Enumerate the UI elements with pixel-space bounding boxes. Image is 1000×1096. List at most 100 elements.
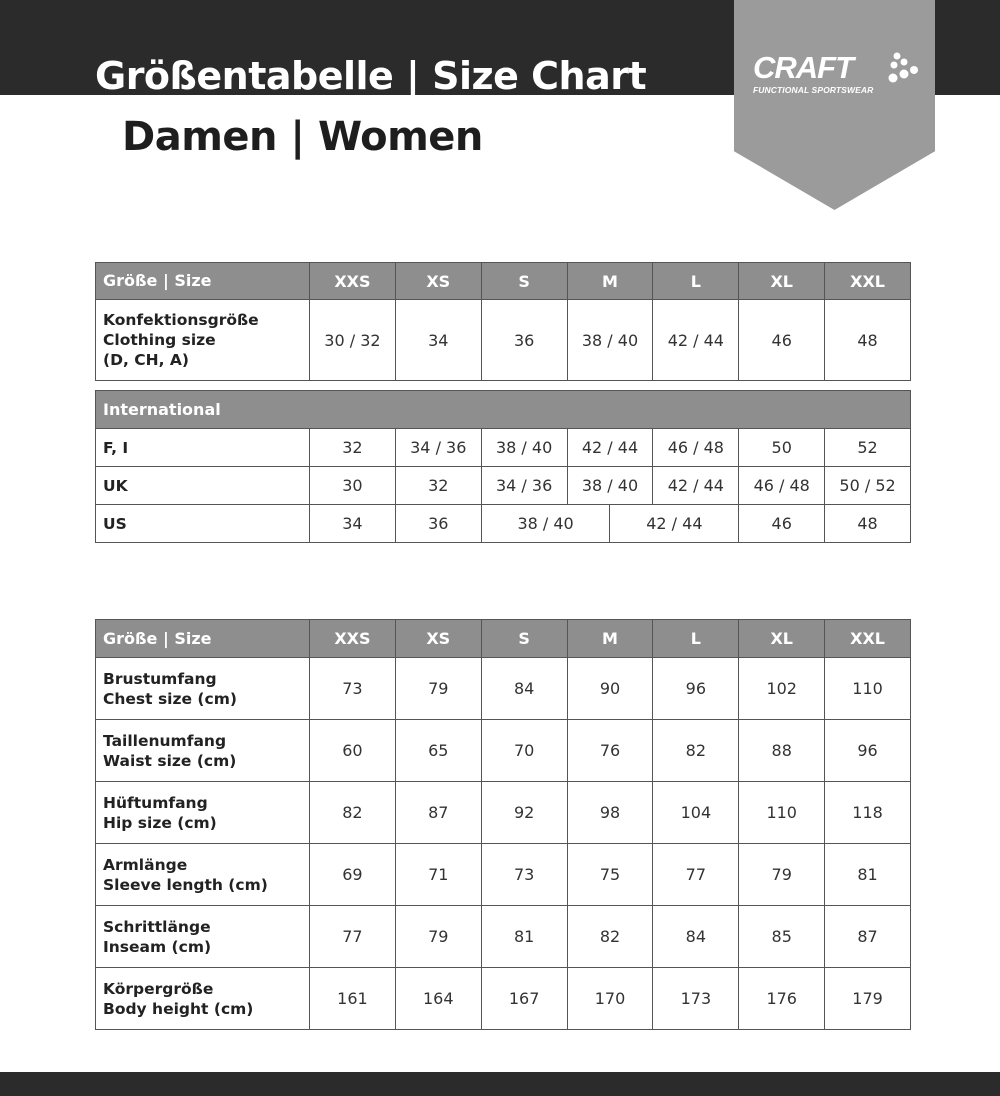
- table-cell: 81: [825, 844, 911, 906]
- footer-bar: [0, 1072, 1000, 1096]
- table-cell: 38 / 40: [481, 505, 611, 543]
- table-cell: 32: [310, 429, 396, 467]
- table-cell: 46: [739, 505, 826, 543]
- table-cell: 110: [825, 658, 911, 720]
- table-cell: 176: [739, 968, 826, 1030]
- table-cell: 79: [395, 906, 482, 968]
- table-cell: 79: [739, 844, 826, 906]
- row-label: US: [96, 505, 310, 543]
- row-label: Konfektionsgröße Clothing size (D, CH, A…: [96, 300, 310, 381]
- table-cell: 73: [481, 844, 568, 906]
- table-cell: 87: [825, 906, 911, 968]
- table-cell: 82: [653, 720, 740, 782]
- table-cell: 70: [481, 720, 568, 782]
- table-cell: 84: [653, 906, 740, 968]
- table-cell: 69: [310, 844, 396, 906]
- table-cell: 110: [739, 782, 826, 844]
- table-cell: 75: [567, 844, 654, 906]
- row-label: Armlänge Sleeve length (cm): [96, 844, 310, 906]
- table-cell: 164: [395, 968, 482, 1030]
- table-cell: 84: [481, 658, 568, 720]
- body-measurements-table: Größe | Size XXS XS S M L XL XXL Brustumfang Che…: [95, 619, 911, 1030]
- table-cell: 77: [310, 906, 396, 968]
- size-header: M: [567, 263, 654, 300]
- table-cell: 42 / 44: [653, 467, 740, 505]
- size-header: XL: [739, 263, 826, 300]
- table-cell: 50 / 52: [825, 467, 911, 505]
- table-cell: 85: [739, 906, 826, 968]
- header-label: Größe | Size: [96, 620, 310, 658]
- table-cell: 82: [567, 906, 654, 968]
- row-label: F, I: [96, 429, 310, 467]
- international-size-table: International F, I 32 34 / 36 38 / 40 42 / 44…: [95, 390, 911, 543]
- size-header: S: [481, 263, 568, 300]
- table-cell: 46 / 48: [739, 467, 826, 505]
- table-cell: 76: [567, 720, 654, 782]
- table-cell: 173: [653, 968, 740, 1030]
- page-title: Größentabelle | Size Chart: [95, 54, 647, 95]
- row-label: UK: [96, 467, 310, 505]
- table-cell: 60: [310, 720, 396, 782]
- size-header: XXS: [310, 620, 396, 658]
- table-cell: 96: [825, 720, 911, 782]
- table-cell: 42 / 44: [653, 300, 740, 381]
- international-header: International: [96, 391, 911, 429]
- size-header: L: [653, 620, 740, 658]
- table-cell: 32: [395, 467, 482, 505]
- size-header: XS: [395, 620, 482, 658]
- logo-tagline: FUNCTIONAL SPORTSWEAR: [753, 85, 874, 95]
- table-cell: 34 / 36: [481, 467, 568, 505]
- table-cell: 88: [739, 720, 826, 782]
- table-cell: 73: [310, 658, 396, 720]
- table-cell: 65: [395, 720, 482, 782]
- clothing-size-table: Größe | Size XXS XS S M L XL XXL Konfektionsgröß…: [95, 262, 911, 381]
- row-label: Schrittlänge Inseam (cm): [96, 906, 310, 968]
- size-header: XXS: [310, 263, 396, 300]
- table-cell: 46: [739, 300, 826, 381]
- table-cell: 42 / 44: [567, 429, 654, 467]
- size-header: M: [567, 620, 654, 658]
- size-header: L: [653, 263, 740, 300]
- row-label: Brustumfang Chest size (cm): [96, 658, 310, 720]
- size-header: XS: [395, 263, 482, 300]
- size-header: XXL: [825, 620, 911, 658]
- table-cell: 34: [310, 505, 396, 543]
- row-label: Hüftumfang Hip size (cm): [96, 782, 310, 844]
- size-header: XL: [739, 620, 826, 658]
- table-cell: 71: [395, 844, 482, 906]
- table-cell: 87: [395, 782, 482, 844]
- row-label: Körpergröße Body height (cm): [96, 968, 310, 1030]
- table-cell: 79: [395, 658, 482, 720]
- table-cell: 38 / 40: [567, 300, 654, 381]
- table-cell: 179: [825, 968, 911, 1030]
- table-cell: 30 / 32: [310, 300, 396, 381]
- table-cell: 38 / 40: [481, 429, 568, 467]
- table-cell: 46 / 48: [653, 429, 740, 467]
- size-header: XXL: [825, 263, 911, 300]
- table-cell: 34 / 36: [395, 429, 482, 467]
- table-cell: 104: [653, 782, 740, 844]
- page-subtitle: Damen | Women: [122, 114, 483, 160]
- table-cell: 102: [739, 658, 826, 720]
- table-cell: 30: [310, 467, 396, 505]
- logo-dots-icon: [888, 52, 918, 83]
- table-cell: 82: [310, 782, 396, 844]
- table-cell: 170: [567, 968, 654, 1030]
- table-cell: 77: [653, 844, 740, 906]
- table-cell: 92: [481, 782, 568, 844]
- logo-brand: CRAFT: [753, 50, 854, 85]
- table-cell: 52: [825, 429, 911, 467]
- table-cell: 167: [481, 968, 568, 1030]
- row-label: Taillenumfang Waist size (cm): [96, 720, 310, 782]
- size-header: S: [481, 620, 568, 658]
- logo-badge: [734, 0, 935, 210]
- table-cell: 34: [395, 300, 482, 381]
- table-cell: 96: [653, 658, 740, 720]
- table-cell: 48: [825, 505, 911, 543]
- header-label: Größe | Size: [96, 263, 310, 300]
- table-cell: 36: [481, 300, 568, 381]
- table-cell: 98: [567, 782, 654, 844]
- table-cell: 81: [481, 906, 568, 968]
- table-cell: 90: [567, 658, 654, 720]
- table-cell: 48: [825, 300, 911, 381]
